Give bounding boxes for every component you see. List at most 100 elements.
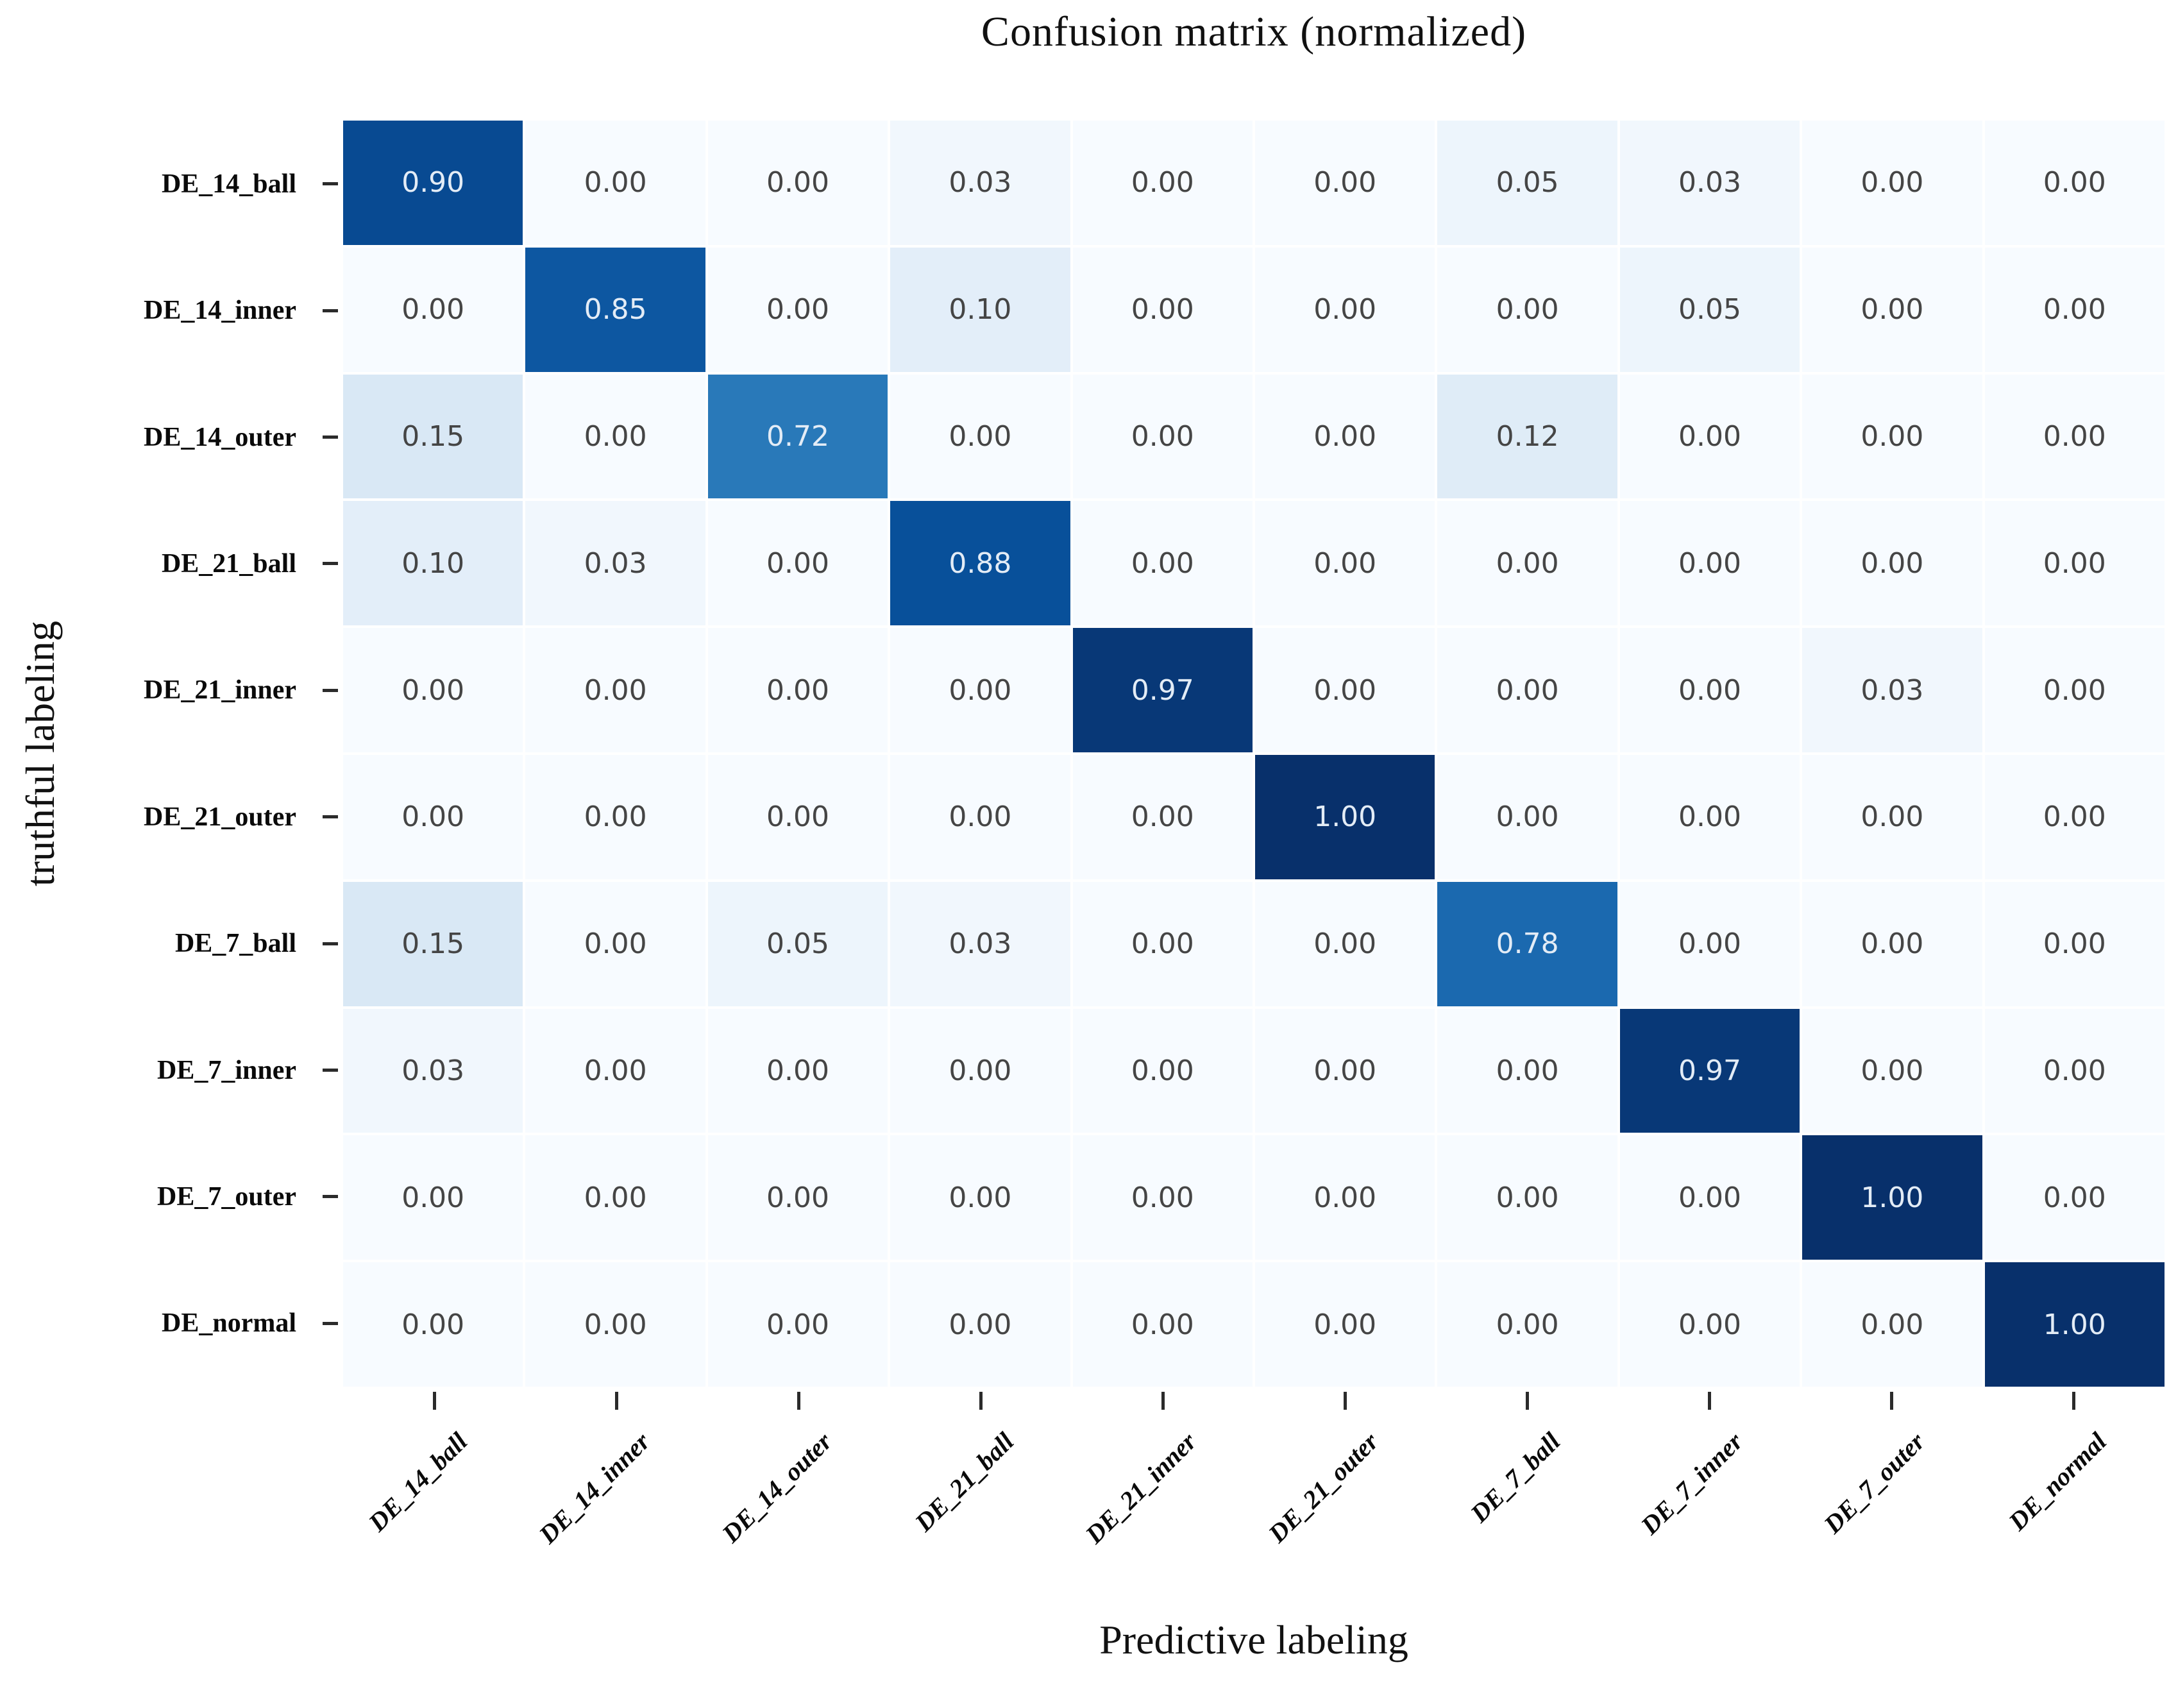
matrix-cell: 0.03: [1619, 121, 1800, 245]
matrix-cell-value: 0.88: [949, 546, 1012, 580]
matrix-cell: 0.00: [707, 1008, 888, 1133]
matrix-cell-value: 0.72: [766, 419, 829, 453]
matrix-cell: 0.00: [525, 628, 705, 752]
chart-title: Confusion matrix (normalized): [981, 8, 1527, 55]
matrix-cell-value: 0.00: [766, 166, 829, 199]
matrix-cell: 0.03: [525, 501, 705, 626]
matrix-cell-value: 0.00: [2043, 1054, 2106, 1087]
matrix-cell-value: 0.00: [2043, 1181, 2106, 1214]
x-tick-mark: [797, 1392, 800, 1410]
x-tick-label: DE_7_ball: [1464, 1426, 1566, 1528]
matrix-cell: 0.00: [1437, 1262, 1617, 1387]
x-tick-mark: [1889, 1392, 1893, 1410]
matrix-cell-value: 0.00: [2043, 673, 2106, 707]
matrix-cell: 0.78: [1437, 881, 1617, 1006]
matrix-cell: 0.00: [1802, 374, 1982, 499]
y-tick-label: DE_21_ball: [161, 548, 296, 579]
matrix-cell-value: 0.00: [2043, 293, 2106, 326]
matrix-cell: 0.03: [890, 881, 1070, 1006]
matrix-cell: 0.03: [890, 121, 1070, 245]
x-tick-mark: [1343, 1392, 1347, 1410]
matrix-cell: 0.00: [707, 755, 888, 879]
matrix-cell: 0.00: [1619, 881, 1800, 1006]
matrix-cell: 0.00: [1437, 1135, 1617, 1260]
matrix-cell: 0.00: [525, 881, 705, 1006]
matrix-cell: 0.05: [1437, 121, 1617, 245]
y-tick-mark: [323, 688, 338, 692]
matrix-cell: 0.00: [1254, 501, 1435, 626]
matrix-cell: 0.00: [1802, 121, 1982, 245]
matrix-cell-value: 0.00: [1313, 1054, 1377, 1087]
matrix-cell: 0.00: [525, 755, 705, 879]
matrix-cell-value: 0.15: [401, 927, 465, 961]
matrix-cell: 0.00: [1254, 1135, 1435, 1260]
matrix-cell: 0.00: [890, 374, 1070, 499]
x-tick-label: DE_14_ball: [362, 1426, 473, 1537]
matrix-cell-value: 0.00: [1313, 293, 1377, 326]
matrix-cell: 0.15: [343, 374, 523, 499]
matrix-cell-value: 0.00: [1496, 1181, 1559, 1214]
matrix-cell: 0.00: [707, 501, 888, 626]
matrix-cell-value: 0.00: [1313, 166, 1377, 199]
matrix-cell: 0.03: [343, 1008, 523, 1133]
matrix-cell: 0.03: [1802, 628, 1982, 752]
matrix-cell-value: 0.00: [1678, 927, 1741, 961]
matrix-cell: 0.00: [1072, 1262, 1253, 1387]
matrix-cell: 0.00: [525, 121, 705, 245]
matrix-cell-value: 0.00: [401, 293, 465, 326]
x-tick-mark: [979, 1392, 983, 1410]
matrix-cell: 0.00: [1254, 374, 1435, 499]
y-tick-label: DE_7_outer: [157, 1181, 296, 1212]
y-tick-label: DE_14_ball: [161, 169, 296, 199]
matrix-cell-value: 0.03: [1678, 166, 1741, 199]
matrix-cell: 0.00: [707, 1262, 888, 1387]
matrix-cell: 0.72: [707, 374, 888, 499]
x-tick-mark: [432, 1392, 436, 1410]
matrix-cell: 0.00: [525, 374, 705, 499]
matrix-cell: 0.00: [1072, 374, 1253, 499]
matrix-cell-value: 0.00: [1313, 419, 1377, 453]
matrix-cell: 0.00: [1072, 1008, 1253, 1133]
matrix-cell-value: 0.00: [401, 1308, 465, 1341]
y-tick-mark: [323, 942, 338, 945]
matrix-cell: 0.00: [343, 1262, 523, 1387]
matrix-cell-value: 0.97: [1678, 1054, 1741, 1087]
matrix-cell-value: 0.10: [949, 293, 1012, 326]
matrix-cell: 0.00: [707, 628, 888, 752]
matrix-cell: 1.00: [1802, 1135, 1982, 1260]
matrix-cell-value: 0.00: [1313, 927, 1377, 961]
matrix-cell-value: 0.00: [949, 800, 1012, 834]
matrix-cell: 0.00: [343, 628, 523, 752]
matrix-cell: 0.00: [343, 247, 523, 372]
y-tick-label: DE_14_outer: [144, 422, 296, 452]
matrix-cell: 0.00: [1437, 628, 1617, 752]
matrix-cell-value: 0.00: [1496, 1054, 1559, 1087]
matrix-cell-value: 1.00: [1861, 1181, 1924, 1214]
matrix-cell: 0.00: [1984, 755, 2165, 879]
matrix-cell-value: 0.00: [1678, 673, 1741, 707]
matrix-cell: 0.00: [1072, 247, 1253, 372]
matrix-cell-value: 0.00: [1131, 546, 1194, 580]
matrix-cell: 0.00: [1072, 1135, 1253, 1260]
matrix-cell: 0.90: [343, 121, 523, 245]
matrix-cell-value: 0.00: [584, 1308, 647, 1341]
matrix-cell: 0.00: [707, 121, 888, 245]
matrix-cell-value: 0.00: [766, 1308, 829, 1341]
matrix-cell-value: 0.00: [1131, 166, 1194, 199]
matrix-cell: 0.00: [707, 247, 888, 372]
matrix-cell-value: 0.97: [1131, 673, 1194, 707]
matrix-cell: 0.00: [890, 628, 1070, 752]
matrix-cell: 0.00: [1254, 628, 1435, 752]
matrix-cell-value: 0.00: [949, 1054, 1012, 1087]
matrix-cell-value: 0.00: [1131, 1054, 1194, 1087]
matrix-cell-value: 0.00: [401, 1181, 465, 1214]
matrix-cell-value: 0.00: [1131, 419, 1194, 453]
y-tick-mark: [323, 1195, 338, 1199]
matrix-cell-value: 0.03: [584, 546, 647, 580]
y-tick-mark: [323, 309, 338, 312]
matrix-cell-value: 0.00: [1313, 1181, 1377, 1214]
matrix-cell: 0.00: [1984, 501, 2165, 626]
matrix-cell: 0.00: [1802, 247, 1982, 372]
matrix-cell: 0.00: [1254, 247, 1435, 372]
matrix-cell-value: 0.15: [401, 419, 465, 453]
